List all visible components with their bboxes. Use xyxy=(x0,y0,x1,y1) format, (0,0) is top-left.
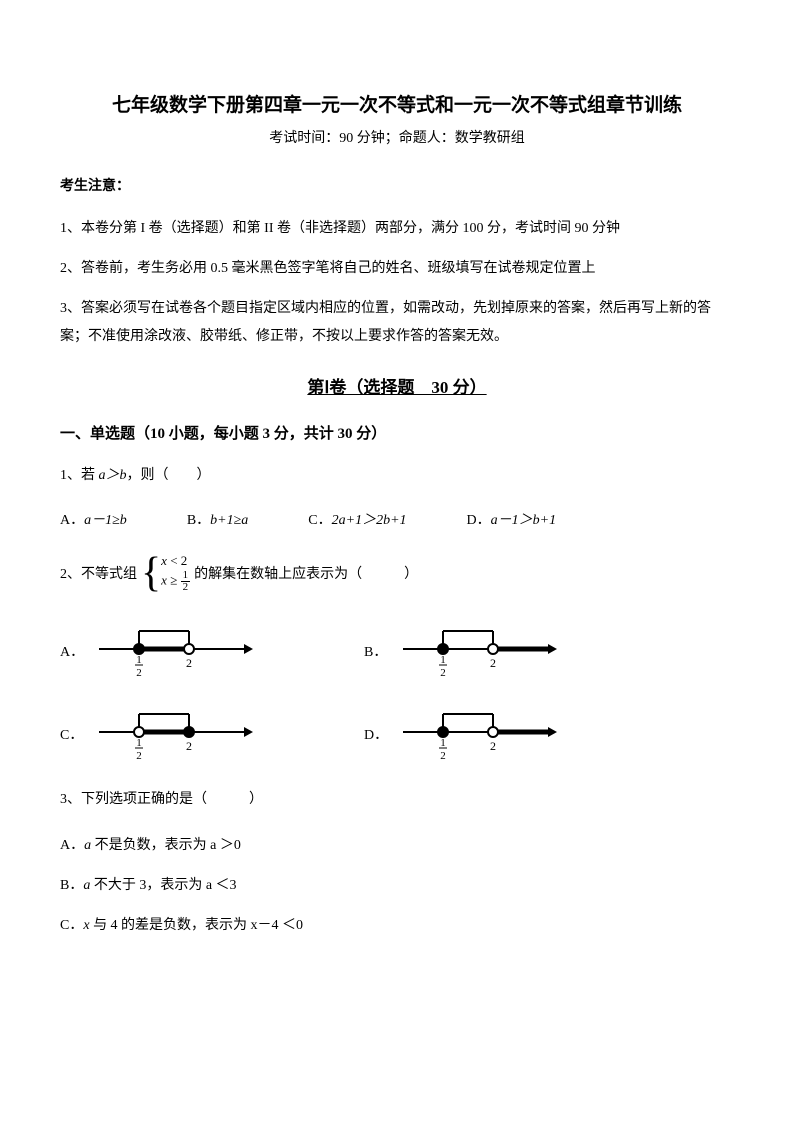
notice-1: 1、本卷分第 I 卷（选择题）和第 II 卷（非选择题）两部分，满分 100 分… xyxy=(60,215,734,243)
q3-opt-b: B．a 不大于 3，表示为 a ＜3 xyxy=(60,874,734,894)
q2-opt-a: A． 122 xyxy=(60,623,254,678)
svg-text:2: 2 xyxy=(440,667,446,678)
notice-3: 3、答案必须写在试卷各个题目指定区域内相应的位置，如需改动，先划掉原来的答案，然… xyxy=(60,295,734,351)
inequality-system: { x < 2 x ≥ 12 xyxy=(141,553,190,593)
svg-text:2: 2 xyxy=(490,739,496,753)
numberline-c: 122 xyxy=(94,706,254,761)
q2-opt-b: B． 122 xyxy=(364,623,558,678)
svg-text:2: 2 xyxy=(136,667,142,678)
question-1: 1、若 a＞b，则（ ） xyxy=(60,465,734,487)
page-title: 七年级数学下册第四章一元一次不等式和一元一次不等式组章节训练 xyxy=(60,90,734,117)
q1-opt-c: C．2a+1＞2b+1 xyxy=(308,509,406,529)
svg-text:2: 2 xyxy=(186,739,192,753)
left-brace-icon: { xyxy=(141,557,161,591)
svg-text:1: 1 xyxy=(136,654,142,666)
section-1-title: 第Ⅰ卷（选择题 30 分） xyxy=(60,373,734,398)
numberline-b: 122 xyxy=(398,623,558,678)
q2-opt-d: D． 122 xyxy=(364,706,558,761)
q3-opt-c: C．x 与 4 的差是负数，表示为 x－4 ＜0 xyxy=(60,914,734,934)
question-2: 2、不等式组 { x < 2 x ≥ 12 的解集在数轴上应表示为（ ） xyxy=(60,553,734,593)
exam-subtitle: 考试时间：90 分钟；命题人：数学教研组 xyxy=(60,127,734,147)
q2-row-ab: A． 122 B． 122 xyxy=(60,623,734,678)
q1-cond: a＞b xyxy=(99,468,127,483)
q3-opt-a: A．a 不是负数，表示为 a ＞0 xyxy=(60,834,734,854)
question-3: 3、下列选项正确的是（ ） xyxy=(60,789,734,811)
q1-options: A．a－1≥b B．b+1≥a C．2a+1＞2b+1 D．a－1＞b+1 xyxy=(60,509,734,529)
q1-opt-a: A．a－1≥b xyxy=(60,509,127,529)
svg-text:1: 1 xyxy=(440,737,446,749)
svg-text:1: 1 xyxy=(440,654,446,666)
q1-suffix: ，则（ ） xyxy=(127,468,211,483)
numberline-d: 122 xyxy=(398,706,558,761)
numberline-a: 122 xyxy=(94,623,254,678)
brace-content: x < 2 x ≥ 12 xyxy=(161,553,190,593)
q1-prefix: 1、若 xyxy=(60,468,99,483)
svg-text:2: 2 xyxy=(186,656,192,670)
q1-opt-d: D．a－1＞b+1 xyxy=(467,509,557,529)
q2-prefix: 2、不等式组 xyxy=(60,563,137,583)
subsection-1: 一、单选题（10 小题，每小题 3 分，共计 30 分） xyxy=(60,422,734,443)
q2-opt-c: C． 122 xyxy=(60,706,254,761)
notice-2: 2、答卷前，考生务必用 0.5 毫米黑色签字笔将自己的姓名、班级填写在试卷规定位… xyxy=(60,255,734,283)
svg-text:2: 2 xyxy=(490,656,496,670)
q1-opt-b: B．b+1≥a xyxy=(187,509,248,529)
q2-suffix: 的解集在数轴上应表示为（ ） xyxy=(194,563,418,583)
notice-header: 考生注意： xyxy=(60,175,734,195)
svg-text:1: 1 xyxy=(136,737,142,749)
svg-text:2: 2 xyxy=(440,750,446,761)
svg-text:2: 2 xyxy=(136,750,142,761)
q2-row-cd: C． 122 D． 122 xyxy=(60,706,734,761)
